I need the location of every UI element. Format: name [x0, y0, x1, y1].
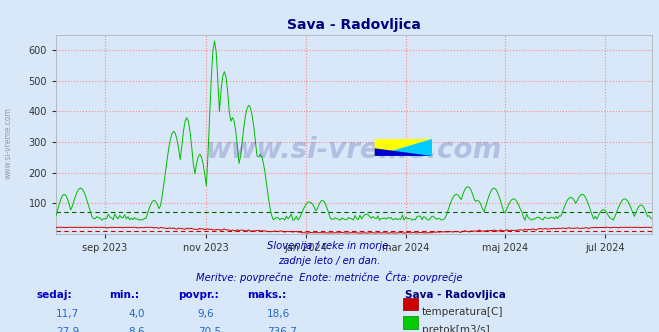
Text: povpr.:: povpr.:: [178, 290, 219, 300]
Text: Meritve: povprečne  Enote: metrične  Črta: povprečje: Meritve: povprečne Enote: metrične Črta:…: [196, 271, 463, 283]
Text: 736,7: 736,7: [267, 327, 297, 332]
Text: zadnje leto / en dan.: zadnje leto / en dan.: [278, 256, 381, 266]
Text: temperatura[C]: temperatura[C]: [422, 307, 503, 317]
Text: maks.:: maks.:: [247, 290, 287, 300]
Text: 4,0: 4,0: [129, 309, 145, 319]
Text: 27,9: 27,9: [56, 327, 79, 332]
Text: 18,6: 18,6: [267, 309, 290, 319]
Polygon shape: [374, 139, 432, 156]
Polygon shape: [374, 148, 432, 156]
Text: Sava - Radovljica: Sava - Radovljica: [405, 290, 506, 300]
Title: Sava - Radovljica: Sava - Radovljica: [287, 18, 421, 32]
Text: 9,6: 9,6: [198, 309, 214, 319]
Polygon shape: [374, 139, 432, 156]
Text: 11,7: 11,7: [56, 309, 79, 319]
Text: pretok[m3/s]: pretok[m3/s]: [422, 325, 490, 332]
Text: sedaj:: sedaj:: [36, 290, 72, 300]
Text: www.si-vreme.com: www.si-vreme.com: [3, 107, 13, 179]
Text: 70,5: 70,5: [198, 327, 221, 332]
Text: Slovenija / reke in morje.: Slovenija / reke in morje.: [268, 241, 391, 251]
Text: 8,6: 8,6: [129, 327, 145, 332]
Text: min.:: min.:: [109, 290, 139, 300]
Text: www.si-vreme.com: www.si-vreme.com: [206, 136, 502, 164]
